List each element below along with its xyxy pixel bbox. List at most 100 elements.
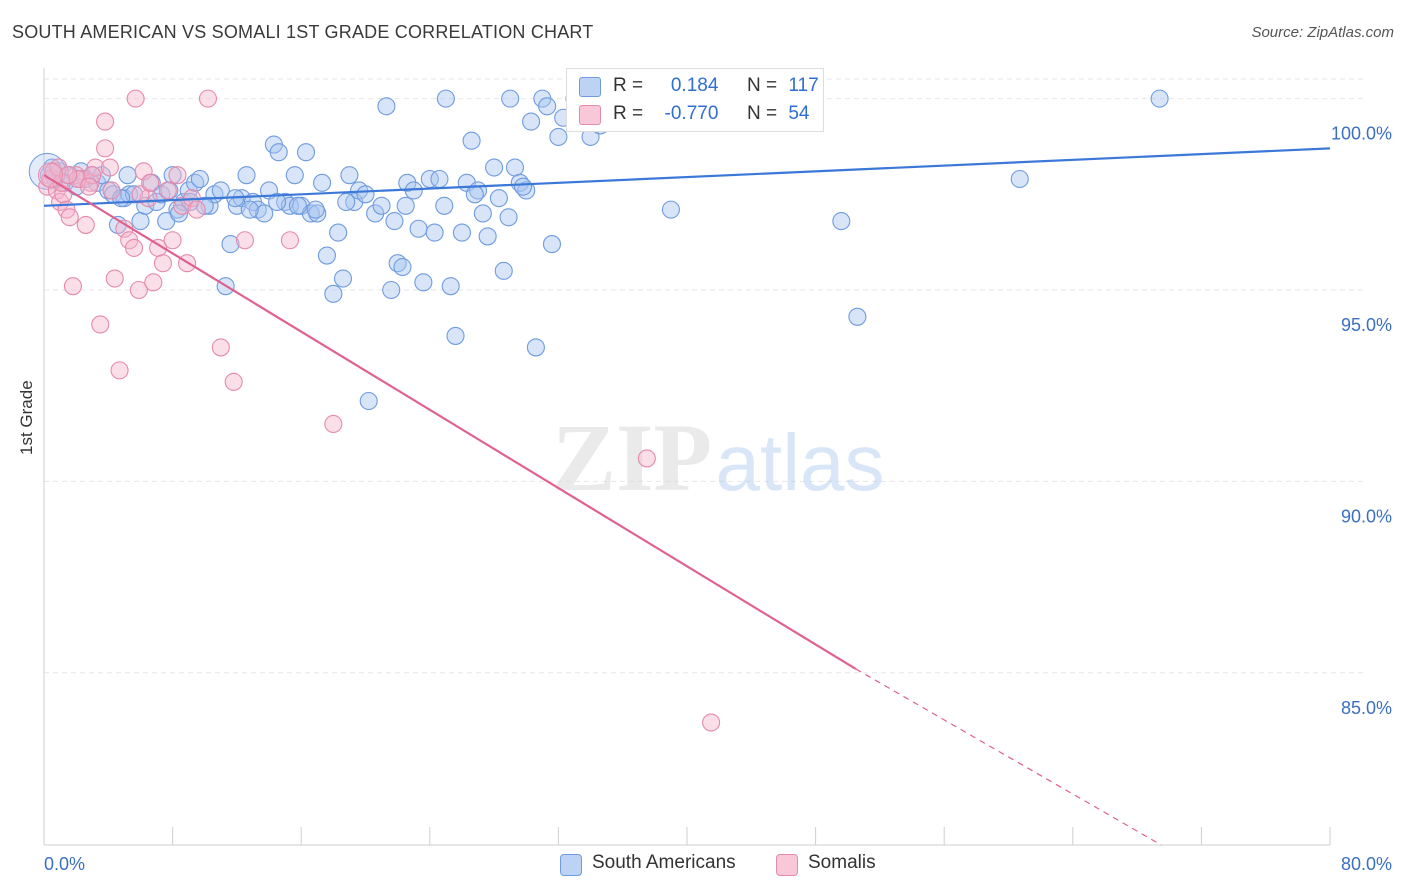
legend-r-label: R = xyxy=(613,75,644,96)
south-american-point xyxy=(489,189,508,208)
watermark-zip: ZIP xyxy=(552,404,712,511)
somali-point xyxy=(60,208,79,227)
y-tick-label: 90.0% xyxy=(1341,506,1392,526)
bottom-legend-swatch-pink xyxy=(776,854,798,876)
south-american-point xyxy=(340,166,359,185)
south-american-point xyxy=(288,196,308,215)
somali-point xyxy=(76,215,95,234)
south-american-point xyxy=(269,143,288,162)
somali-point xyxy=(324,414,343,434)
bottom-legend-label: Somalis xyxy=(808,852,876,873)
south-american-point xyxy=(255,204,274,223)
somali-point xyxy=(280,231,299,250)
somali-point xyxy=(158,181,177,200)
south-american-point xyxy=(382,280,401,300)
south-american-point xyxy=(237,166,256,185)
somali-point xyxy=(63,277,82,296)
somali-point xyxy=(96,139,115,158)
somalis-trend-line xyxy=(43,174,857,670)
legend-n-label: N = xyxy=(746,103,778,124)
trend-lines xyxy=(43,147,1331,846)
south-american-point xyxy=(313,173,332,192)
south-american-point xyxy=(848,307,867,326)
south-american-point xyxy=(542,235,562,254)
south-american-point xyxy=(661,200,680,219)
somali-point xyxy=(91,315,110,334)
somalis-trend-extension xyxy=(855,668,1162,846)
south-american-point xyxy=(1010,169,1029,189)
somali-point xyxy=(235,231,254,250)
somalis-points xyxy=(37,89,721,732)
south-american-point xyxy=(409,219,428,238)
x-tick-label: 80.0% xyxy=(1341,854,1392,874)
south-american-point xyxy=(372,196,391,215)
stats-legend: R = 0.184 N = 117 R = -0.770 N = 54 xyxy=(566,68,824,132)
legend-r-value: 0.184 xyxy=(670,75,719,96)
south-american-point xyxy=(465,185,484,204)
south-american-point xyxy=(359,391,378,411)
south-american-point xyxy=(396,196,415,215)
axes xyxy=(43,68,1331,846)
south-american-point xyxy=(513,177,533,196)
south-american-point xyxy=(549,127,568,146)
south-american-point xyxy=(1150,89,1169,108)
south-american-point xyxy=(356,185,375,204)
legend-r-label: R = xyxy=(613,103,644,124)
south-american-point xyxy=(268,192,287,212)
somali-point xyxy=(124,238,144,257)
y-tick-label: 100.0% xyxy=(1331,124,1392,144)
south-americans-trend-line xyxy=(43,147,1331,207)
south-american-point xyxy=(306,200,325,219)
south-american-point xyxy=(329,223,348,242)
legend-n-value: 117 xyxy=(788,75,819,96)
south-american-point xyxy=(478,227,497,246)
somali-point xyxy=(637,449,656,468)
chart-title: SOUTH AMERICAN VS SOMALI 1ST GRADE CORRE… xyxy=(12,22,594,42)
south-american-point xyxy=(324,284,343,303)
somali-point xyxy=(168,166,187,185)
somali-point xyxy=(153,254,173,273)
south-american-point xyxy=(832,212,851,231)
legend-swatch-pink xyxy=(579,105,601,125)
somali-point xyxy=(163,231,182,250)
somali-point xyxy=(129,280,148,300)
bottom-legend-label: South Americans xyxy=(592,852,736,873)
south-american-point xyxy=(430,169,449,189)
somali-point xyxy=(100,158,119,177)
south-american-point xyxy=(473,204,492,223)
somali-point xyxy=(198,89,218,108)
south-american-point xyxy=(501,89,520,108)
somali-point xyxy=(134,162,153,181)
south-american-point xyxy=(296,143,316,162)
south-american-point xyxy=(462,131,481,150)
south-american-point xyxy=(494,261,513,280)
south-american-point xyxy=(436,89,455,108)
y-tick-label: 95.0% xyxy=(1341,315,1392,335)
somali-point xyxy=(141,173,160,192)
y-tick-label: 85.0% xyxy=(1341,698,1392,718)
somali-point xyxy=(83,166,102,185)
somali-point xyxy=(79,177,99,196)
south-american-point xyxy=(118,166,137,185)
south-american-point xyxy=(377,97,396,116)
south-american-point xyxy=(240,200,259,219)
south-american-point xyxy=(414,273,433,292)
somali-point xyxy=(37,162,63,188)
somali-point xyxy=(126,89,145,108)
south-american-point xyxy=(131,212,150,231)
source-label: Source: ZipAtlas.com xyxy=(1251,24,1394,41)
somali-point xyxy=(224,372,243,391)
south-american-point xyxy=(337,192,356,212)
south-american-point xyxy=(393,257,412,277)
south-american-point xyxy=(505,158,525,177)
south-americans-points xyxy=(28,89,1169,411)
y-axis-label: 1st Grade xyxy=(17,380,36,455)
somali-point xyxy=(211,338,230,357)
south-american-point xyxy=(285,166,304,185)
south-american-point xyxy=(499,208,518,227)
south-american-point xyxy=(333,269,353,288)
somali-point xyxy=(96,112,115,131)
somali-point xyxy=(187,200,206,219)
legend-swatch-blue xyxy=(579,77,601,97)
south-american-point xyxy=(190,169,209,189)
